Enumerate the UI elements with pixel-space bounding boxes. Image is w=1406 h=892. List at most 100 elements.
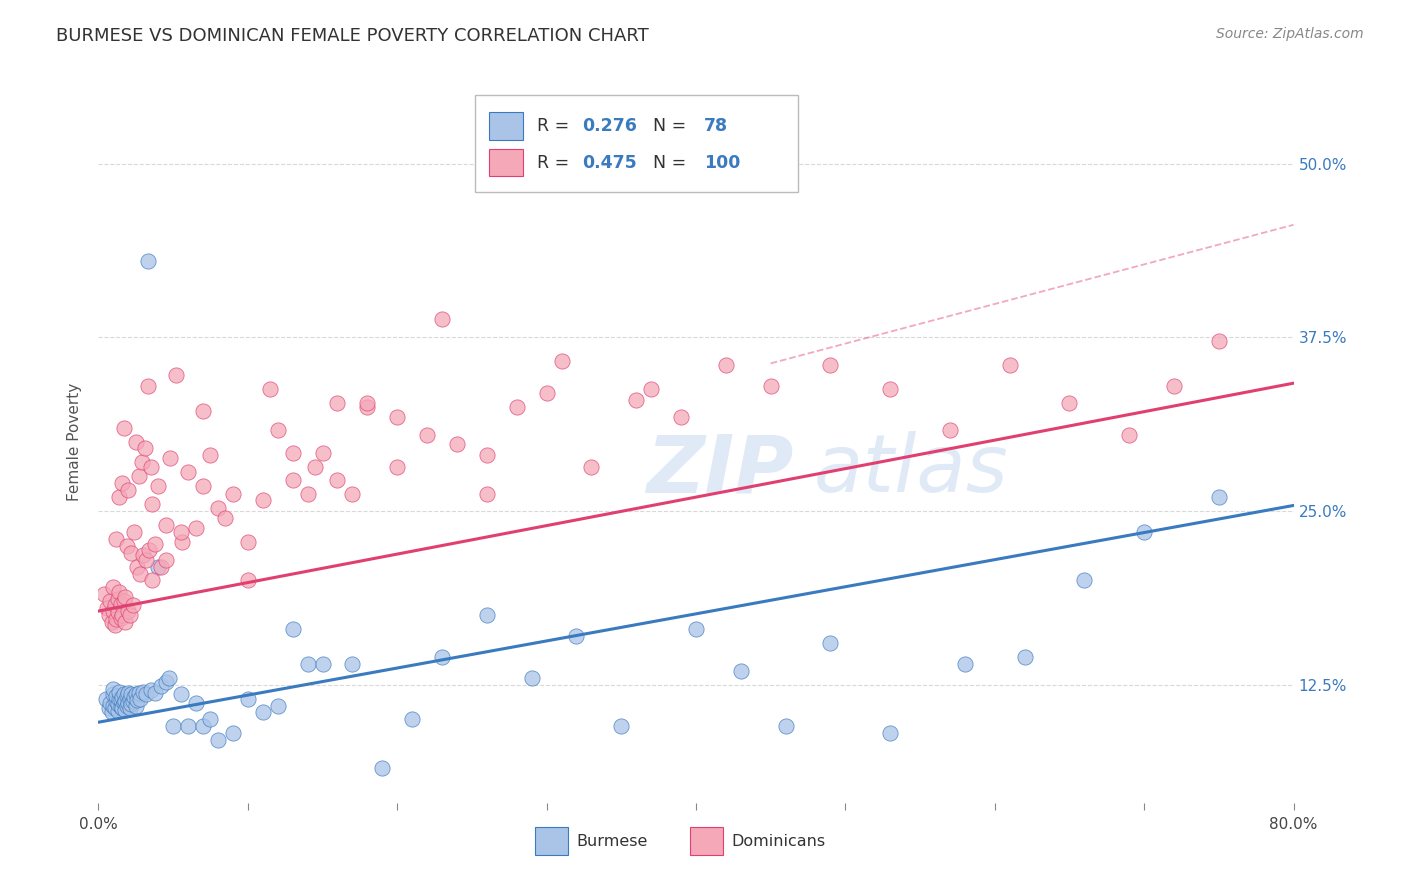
Point (281, 474, 304, 488)
Point (1133, 524, 1156, 539)
Point (129, 566, 152, 581)
Point (124, 690, 146, 705)
Point (820, 358, 842, 372)
Point (191, 479, 214, 493)
Point (685, 622, 707, 636)
Point (118, 691, 141, 706)
Point (139, 683, 162, 698)
Point (121, 694, 143, 708)
Point (134, 442, 156, 456)
Text: R =: R = (537, 117, 575, 135)
Text: 78: 78 (704, 117, 728, 135)
Point (143, 686, 166, 700)
Point (252, 706, 274, 720)
Point (1014, 649, 1036, 664)
Point (104, 618, 127, 632)
Point (879, 382, 901, 396)
FancyBboxPatch shape (690, 828, 724, 855)
Point (267, 698, 290, 713)
Point (128, 469, 150, 483)
Point (135, 552, 157, 566)
Point (120, 546, 142, 560)
Point (118, 701, 141, 715)
Point (138, 542, 160, 557)
Point (1163, 379, 1185, 393)
Point (105, 612, 128, 626)
Point (1208, 490, 1230, 504)
Text: BURMESE VS DOMINICAN FEMALE POVERTY CORRELATION CHART: BURMESE VS DOMINICAN FEMALE POVERTY CORR… (56, 27, 650, 45)
Point (297, 657, 319, 671)
Point (93, 587, 115, 601)
Text: Burmese: Burmese (576, 834, 648, 848)
Point (148, 479, 170, 493)
Text: N =: N = (643, 117, 692, 135)
Point (107, 606, 129, 620)
Point (281, 445, 304, 459)
Point (267, 424, 290, 438)
Y-axis label: Female Poverty: Female Poverty (67, 383, 83, 500)
Point (135, 687, 157, 701)
Point (520, 671, 543, 685)
Point (730, 664, 752, 678)
Point (112, 696, 135, 710)
Point (103, 581, 125, 595)
Point (207, 733, 229, 747)
Point (110, 597, 132, 611)
Point (136, 253, 159, 268)
Point (107, 704, 129, 718)
Point (115, 689, 138, 703)
Point (114, 615, 136, 630)
Point (207, 501, 229, 516)
Point (775, 719, 797, 733)
Point (103, 604, 125, 618)
Point (117, 696, 139, 710)
Point (1073, 574, 1095, 588)
Point (565, 629, 588, 643)
Point (385, 409, 409, 424)
Point (191, 719, 214, 733)
Point (103, 687, 125, 701)
Point (155, 674, 177, 689)
Point (311, 657, 333, 671)
Point (184, 521, 207, 535)
Point (820, 636, 842, 650)
Point (108, 691, 131, 706)
Text: 100: 100 (704, 153, 741, 171)
Point (101, 615, 124, 630)
Point (115, 539, 138, 553)
Point (112, 420, 135, 434)
Point (125, 687, 148, 701)
Point (110, 693, 132, 707)
Point (236, 574, 259, 588)
Point (128, 686, 150, 700)
Point (127, 693, 149, 707)
Point (169, 687, 191, 701)
Point (169, 524, 191, 539)
Point (107, 591, 129, 606)
Point (159, 451, 181, 466)
Point (326, 474, 349, 488)
Point (94, 691, 117, 706)
Point (371, 761, 394, 775)
Point (200, 449, 222, 463)
Point (125, 434, 148, 449)
Point (506, 400, 529, 414)
Point (103, 681, 125, 696)
Point (150, 559, 173, 574)
Point (356, 395, 378, 409)
FancyBboxPatch shape (534, 828, 568, 855)
Point (97, 608, 120, 623)
Point (669, 409, 692, 424)
Point (97, 701, 120, 715)
Point (200, 713, 222, 727)
Point (236, 534, 259, 549)
Point (640, 382, 662, 396)
Point (222, 487, 245, 501)
Point (356, 400, 378, 414)
Point (111, 608, 134, 623)
Point (550, 354, 572, 368)
Point (115, 698, 138, 713)
Point (107, 697, 129, 711)
Point (105, 694, 128, 708)
Point (110, 611, 132, 625)
